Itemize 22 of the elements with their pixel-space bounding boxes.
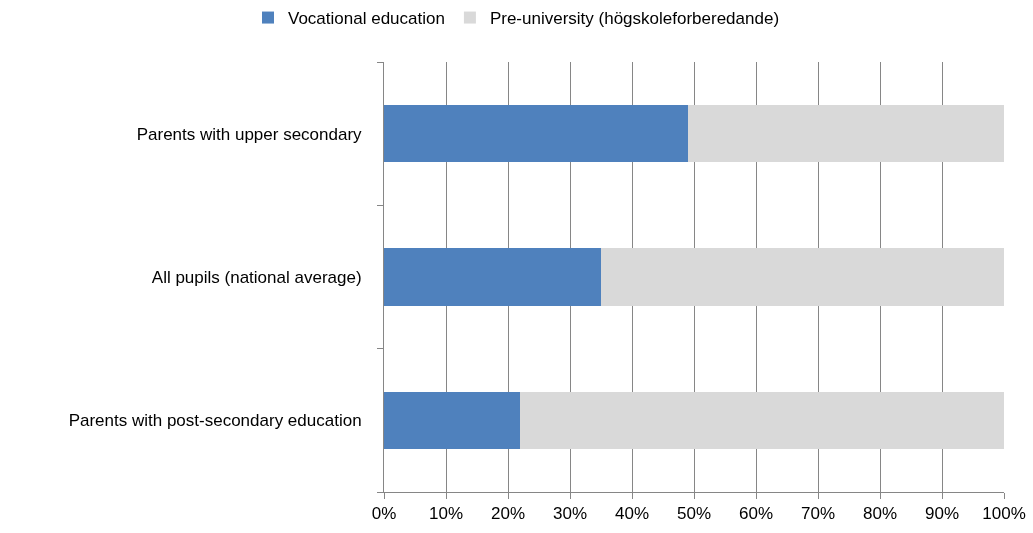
y-tick-label: Parents with post-secondary education: [68, 411, 362, 431]
legend-label: Vocational education: [288, 9, 445, 29]
y-tick-label: All pupils (national average): [151, 267, 362, 287]
bar: [384, 391, 521, 449]
x-tick-label: 100%: [982, 504, 1026, 524]
x-tick-label: 20%: [490, 504, 526, 524]
x-tick-label: 80%: [862, 504, 898, 524]
bar: [687, 105, 1004, 163]
bar: [601, 248, 1004, 306]
x-tick-label: 0%: [371, 504, 397, 524]
bar: [384, 105, 688, 163]
legend-label: Pre-university (högskoleforberedande): [489, 9, 780, 29]
x-tick-label: 30%: [552, 504, 588, 524]
bar: [384, 248, 601, 306]
y-tick-label: Parents with upper secondary: [136, 124, 363, 144]
x-tick-label: 60%: [738, 504, 774, 524]
x-tick-label: 90%: [924, 504, 960, 524]
x-tick-label: 50%: [676, 504, 712, 524]
x-tick-label: 10%: [428, 504, 464, 524]
x-tick-label: 40%: [614, 504, 650, 524]
x-tick-label: 70%: [800, 504, 836, 524]
bar: [520, 391, 1004, 449]
